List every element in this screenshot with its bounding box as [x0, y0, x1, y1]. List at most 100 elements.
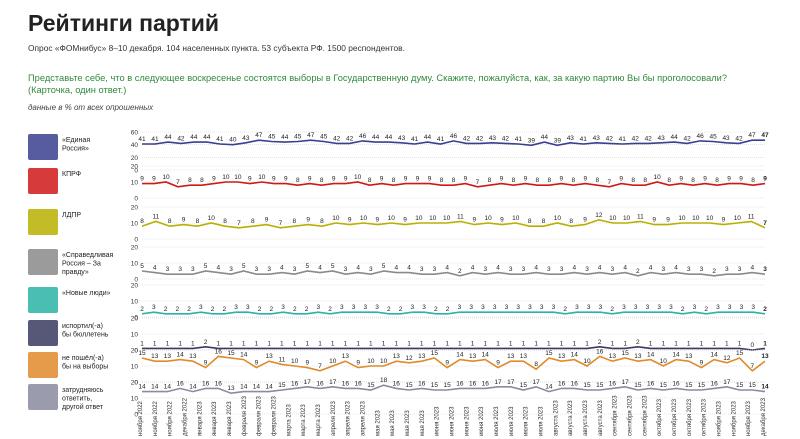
data-label: 2	[681, 306, 685, 313]
data-label: 10	[360, 215, 368, 222]
data-label: 8	[296, 177, 300, 184]
data-label: 3	[281, 304, 285, 311]
series-line	[142, 139, 765, 147]
x-tick-label: мая 2023	[375, 410, 381, 436]
data-label: 1	[331, 340, 335, 347]
data-label: 13	[393, 353, 401, 360]
data-label: 1	[712, 340, 716, 347]
data-label: 1	[763, 340, 767, 347]
x-tick-label: июля 2023	[494, 406, 500, 436]
kprf-logo	[28, 168, 58, 194]
data-label: 5	[305, 263, 309, 270]
data-label: 10	[258, 174, 266, 181]
data-label: 8	[569, 218, 573, 225]
data-label: 9	[204, 360, 208, 367]
data-label: 3	[469, 304, 473, 311]
data-label: 3	[587, 304, 591, 311]
data-label: 3	[422, 304, 426, 311]
panel-label: затрудняюсь	[62, 387, 104, 394]
x-tick-label: января 2023	[212, 401, 218, 436]
data-label: 1	[420, 340, 424, 347]
data-label: 7	[279, 220, 283, 227]
data-label: 1	[229, 340, 233, 347]
data-label: 3	[547, 266, 551, 273]
x-tick-label: августа 2023	[553, 400, 559, 436]
data-label: 9	[763, 176, 767, 183]
y-tick-label: 10	[131, 299, 139, 306]
y-tick-label: 0	[134, 412, 138, 419]
data-label: 4	[496, 265, 500, 272]
data-label: 41	[151, 136, 159, 143]
data-label: 15	[444, 382, 452, 389]
data-label: 3	[340, 304, 344, 311]
data-label: 8	[200, 177, 204, 184]
data-label: 42	[645, 135, 653, 142]
data-label: 1	[356, 340, 360, 347]
data-label: 15	[520, 382, 528, 389]
data-label: 8	[512, 177, 516, 184]
x-tick-label: декабря 2023	[761, 397, 767, 436]
data-label: 14	[138, 384, 146, 391]
x-tick-label: октября 2023	[687, 398, 693, 436]
data-label: 16	[202, 380, 210, 387]
data-label: 3	[622, 304, 626, 311]
series-line	[142, 181, 766, 188]
data-label: 4	[750, 265, 754, 272]
data-label: 3	[728, 304, 732, 311]
data-label: 43	[489, 135, 497, 142]
x-tick-label: июня 2023	[450, 406, 456, 436]
data-label: 15	[583, 382, 591, 389]
data-label: 16	[215, 380, 223, 387]
data-label: 41	[580, 136, 588, 143]
data-label: 1	[623, 340, 627, 347]
data-label: 3	[575, 304, 579, 311]
data-label: 9	[500, 217, 504, 224]
data-label: 3	[234, 304, 238, 311]
y-tick-label: 20	[131, 283, 139, 290]
data-label: 3	[483, 266, 487, 273]
data-label: 9	[703, 176, 707, 183]
data-label: 3	[725, 266, 729, 273]
data-label: 2	[175, 306, 179, 313]
data-label: 2	[140, 306, 144, 313]
data-label: 2	[563, 306, 567, 313]
data-label: 13	[634, 353, 642, 360]
data-label: 14	[189, 384, 197, 391]
data-label: 10	[291, 358, 299, 365]
data-label: 16	[215, 348, 223, 355]
y-tick-label: 10	[131, 364, 139, 371]
panel-label: испортил(-а)	[62, 323, 103, 330]
data-label: 3	[522, 266, 526, 273]
data-label: 8	[715, 177, 719, 184]
data-label: 41	[515, 136, 523, 143]
y-tick-label: 20	[131, 316, 139, 323]
data-label: 15	[431, 350, 439, 357]
data-label: 45	[320, 134, 328, 141]
data-label: 10	[208, 215, 216, 222]
data-label: 5	[242, 263, 246, 270]
data-label: 14	[711, 352, 719, 359]
data-label: 1	[255, 340, 259, 347]
x-tick-label: января 2023	[227, 401, 233, 436]
data-label: 9	[376, 217, 380, 224]
data-label: 9	[404, 176, 408, 183]
data-label: 8	[488, 177, 492, 184]
panel-label: бы бюллетень	[62, 331, 109, 339]
data-label: 3	[528, 304, 532, 311]
y-tick-label: 10	[131, 180, 139, 187]
panel-label: правду»	[62, 269, 89, 276]
data-label: 3	[344, 266, 348, 273]
data-label: 9	[152, 176, 156, 183]
data-label: 2	[293, 306, 297, 313]
data-label: 8	[320, 218, 324, 225]
no-vote-icon	[28, 352, 58, 378]
data-label: 3	[657, 304, 661, 311]
data-label: 16	[291, 380, 299, 387]
data-label: 17	[329, 379, 337, 386]
y-tick-label: 10	[131, 332, 139, 339]
x-tick-label: мая 2023	[420, 410, 426, 436]
x-tick-label: марта 2023	[286, 404, 292, 436]
y-tick-label: 20	[131, 245, 139, 252]
x-tick-label: сентября 2023	[642, 395, 648, 436]
data-label: 8	[536, 177, 540, 184]
